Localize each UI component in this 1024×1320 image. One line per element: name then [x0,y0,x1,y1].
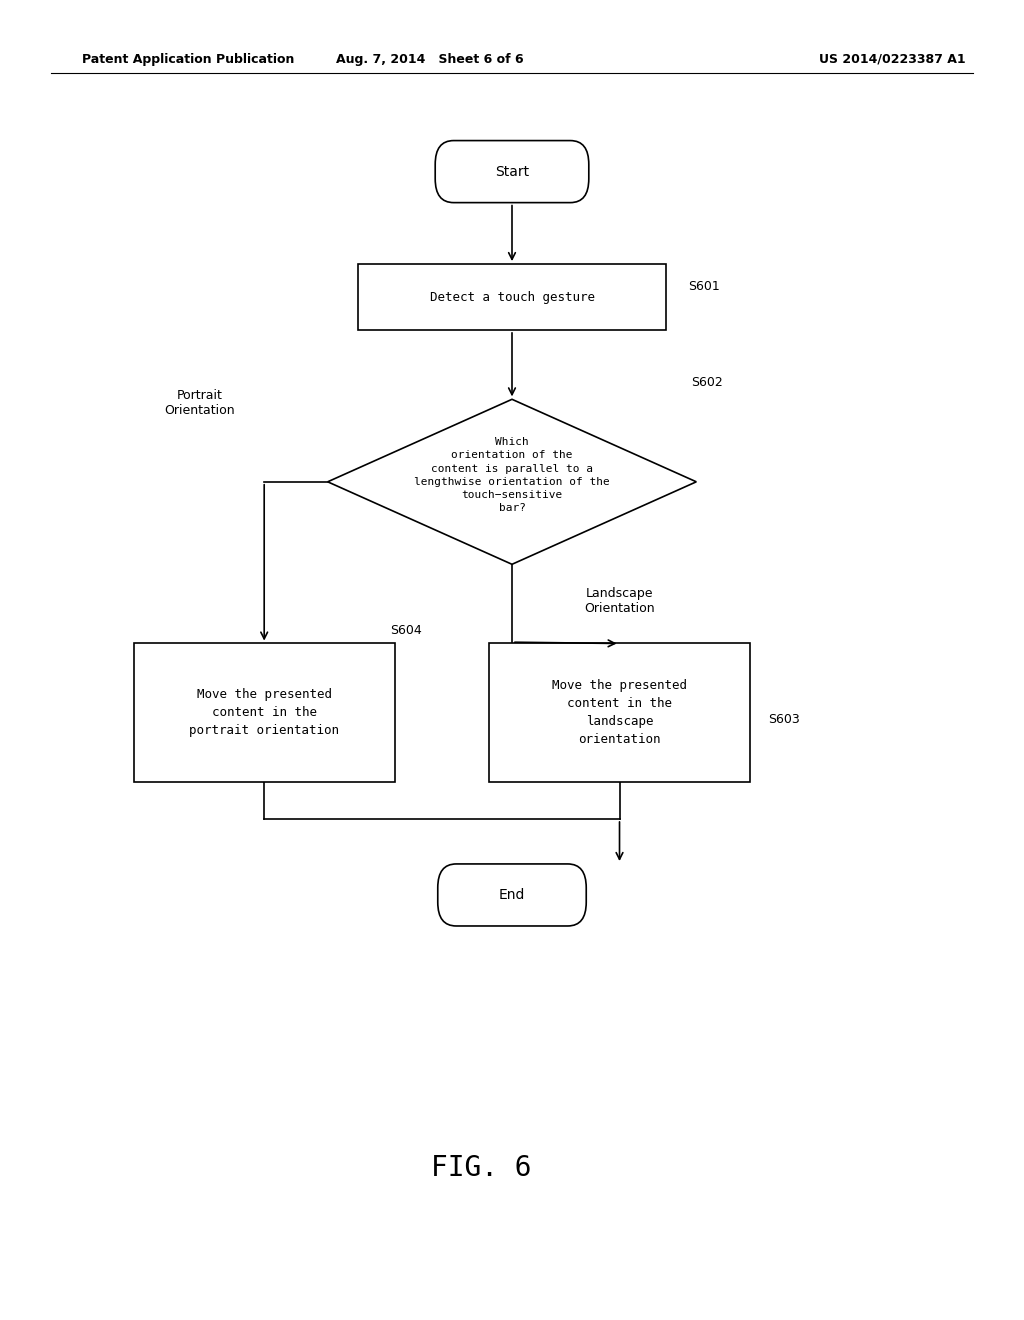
Text: Aug. 7, 2014   Sheet 6 of 6: Aug. 7, 2014 Sheet 6 of 6 [336,53,524,66]
FancyBboxPatch shape [438,865,586,927]
Text: Move the presented
content in the
landscape
orientation: Move the presented content in the landsc… [552,680,687,746]
Text: FIG. 6: FIG. 6 [431,1154,531,1183]
Text: S604: S604 [389,624,422,636]
FancyBboxPatch shape [358,264,666,330]
Text: Move the presented
content in the
portrait orientation: Move the presented content in the portra… [189,688,339,738]
FancyBboxPatch shape [133,643,395,781]
FancyBboxPatch shape [435,140,589,202]
Text: Which
orientation of the
content is parallel to a
lengthwise orientation of the
: Which orientation of the content is para… [414,437,610,513]
Text: US 2014/0223387 A1: US 2014/0223387 A1 [819,53,966,66]
Polygon shape [328,399,696,565]
Text: Portrait
Orientation: Portrait Orientation [165,388,234,417]
FancyBboxPatch shape [489,643,750,781]
Text: Landscape
Orientation: Landscape Orientation [585,586,654,615]
Text: End: End [499,888,525,902]
Text: S603: S603 [768,713,801,726]
Text: S602: S602 [691,376,723,388]
Text: Start: Start [495,165,529,178]
Text: S601: S601 [688,280,720,293]
Text: Patent Application Publication: Patent Application Publication [82,53,294,66]
Text: Detect a touch gesture: Detect a touch gesture [429,290,595,304]
